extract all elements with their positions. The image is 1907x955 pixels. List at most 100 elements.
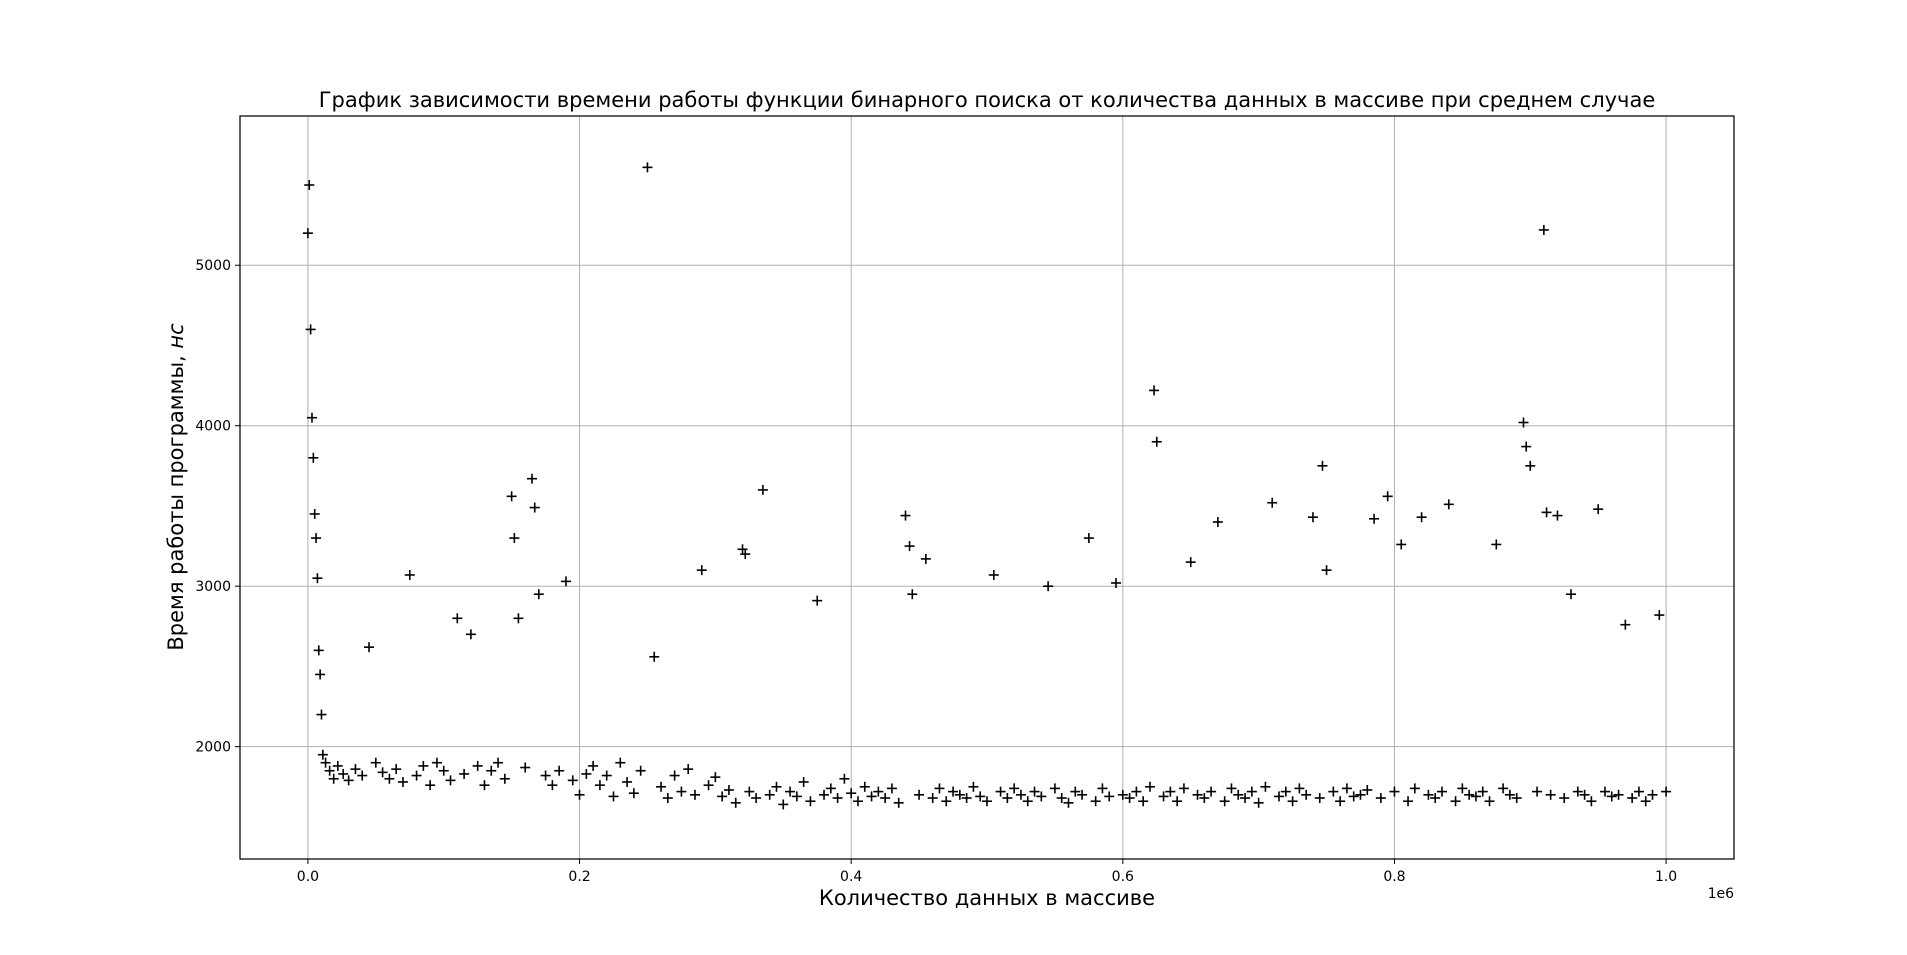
x-tick-label: 1.0 bbox=[1655, 869, 1677, 885]
x-axis: 0.0 0.2 0.4 0.6 0.8 1.0 bbox=[297, 859, 1677, 885]
data-point bbox=[465, 629, 476, 640]
data-point bbox=[560, 576, 571, 587]
data-point bbox=[696, 565, 707, 576]
data-point bbox=[975, 791, 986, 802]
data-point bbox=[1307, 512, 1318, 523]
data-point bbox=[309, 508, 320, 519]
data-point bbox=[1348, 791, 1359, 802]
data-point bbox=[594, 780, 605, 791]
data-point bbox=[1131, 786, 1142, 797]
data-point bbox=[1566, 589, 1577, 600]
data-point bbox=[1260, 781, 1271, 792]
data-point bbox=[1104, 791, 1115, 802]
data-point bbox=[452, 613, 463, 624]
data-point bbox=[411, 770, 422, 781]
x-tick-label: 0.2 bbox=[568, 869, 590, 885]
data-point bbox=[1375, 793, 1386, 804]
data-point bbox=[1294, 783, 1305, 794]
data-point bbox=[431, 757, 442, 768]
data-point bbox=[1541, 507, 1552, 518]
data-point bbox=[1056, 793, 1067, 804]
data-point bbox=[1158, 791, 1169, 802]
data-point bbox=[1498, 783, 1509, 794]
data-point bbox=[961, 793, 972, 804]
y-axis: 2000 3000 4000 5000 bbox=[195, 258, 240, 756]
data-point bbox=[893, 797, 904, 808]
data-point bbox=[1538, 224, 1549, 235]
data-point bbox=[683, 764, 694, 775]
data-point bbox=[662, 793, 673, 804]
data-point bbox=[812, 595, 823, 606]
data-point bbox=[703, 780, 714, 791]
data-point bbox=[1219, 796, 1230, 807]
data-point bbox=[1369, 513, 1380, 524]
data-point bbox=[306, 412, 317, 423]
data-point bbox=[1559, 793, 1570, 804]
data-point bbox=[1002, 793, 1013, 804]
data-point bbox=[798, 776, 809, 787]
data-point bbox=[710, 772, 721, 783]
data-point bbox=[1233, 789, 1244, 800]
data-point bbox=[907, 589, 918, 600]
data-point bbox=[1430, 793, 1441, 804]
data-point bbox=[669, 770, 680, 781]
data-point bbox=[1253, 797, 1264, 808]
data-point bbox=[649, 651, 660, 662]
data-point bbox=[493, 757, 504, 768]
data-point bbox=[1521, 441, 1532, 452]
y-tick-label: 3000 bbox=[195, 579, 231, 595]
data-point bbox=[1267, 497, 1278, 508]
data-point bbox=[1287, 796, 1298, 807]
data-point bbox=[370, 757, 381, 768]
data-point bbox=[1450, 796, 1461, 807]
data-point bbox=[635, 765, 646, 776]
data-point bbox=[1314, 793, 1325, 804]
data-point bbox=[785, 786, 796, 797]
data-point bbox=[1083, 533, 1094, 544]
data-point bbox=[397, 776, 408, 787]
x-tick-label: 0.4 bbox=[840, 869, 862, 885]
data-point bbox=[1206, 786, 1217, 797]
data-point bbox=[948, 786, 959, 797]
data-point bbox=[1043, 581, 1054, 592]
data-point bbox=[1647, 789, 1658, 800]
data-point bbox=[1172, 796, 1183, 807]
data-point bbox=[1532, 786, 1543, 797]
data-point bbox=[540, 770, 551, 781]
data-point bbox=[601, 770, 612, 781]
data-point bbox=[391, 764, 402, 775]
data-point bbox=[1654, 610, 1665, 621]
data-point bbox=[1627, 793, 1638, 804]
data-point bbox=[357, 770, 368, 781]
data-point bbox=[418, 760, 429, 771]
data-point bbox=[588, 760, 599, 771]
data-point bbox=[338, 768, 349, 779]
data-point bbox=[1328, 786, 1339, 797]
y-axis-label-unit: нс bbox=[164, 323, 188, 349]
data-point bbox=[1063, 797, 1074, 808]
data-point bbox=[1504, 789, 1515, 800]
y-axis-label-main: Время работы программы, bbox=[164, 349, 188, 651]
data-point bbox=[941, 796, 952, 807]
data-point bbox=[328, 773, 339, 784]
data-point bbox=[425, 780, 436, 791]
data-point bbox=[567, 775, 578, 786]
data-point bbox=[886, 783, 897, 794]
data-point bbox=[1036, 791, 1047, 802]
data-point bbox=[581, 768, 592, 779]
data-point bbox=[1149, 385, 1160, 396]
plot-frame bbox=[239, 115, 1735, 860]
data-point bbox=[1416, 512, 1427, 523]
data-point bbox=[676, 786, 687, 797]
data-point bbox=[1070, 786, 1081, 797]
data-point bbox=[1382, 491, 1393, 502]
data-point bbox=[1599, 786, 1610, 797]
data-point bbox=[771, 781, 782, 792]
data-point bbox=[533, 589, 544, 600]
data-point bbox=[1436, 786, 1447, 797]
data-point bbox=[982, 796, 992, 807]
data-point bbox=[1423, 789, 1434, 800]
data-point bbox=[751, 793, 762, 804]
data-point bbox=[315, 669, 326, 680]
y-axis-label: Время работы программы, нс bbox=[164, 323, 188, 651]
